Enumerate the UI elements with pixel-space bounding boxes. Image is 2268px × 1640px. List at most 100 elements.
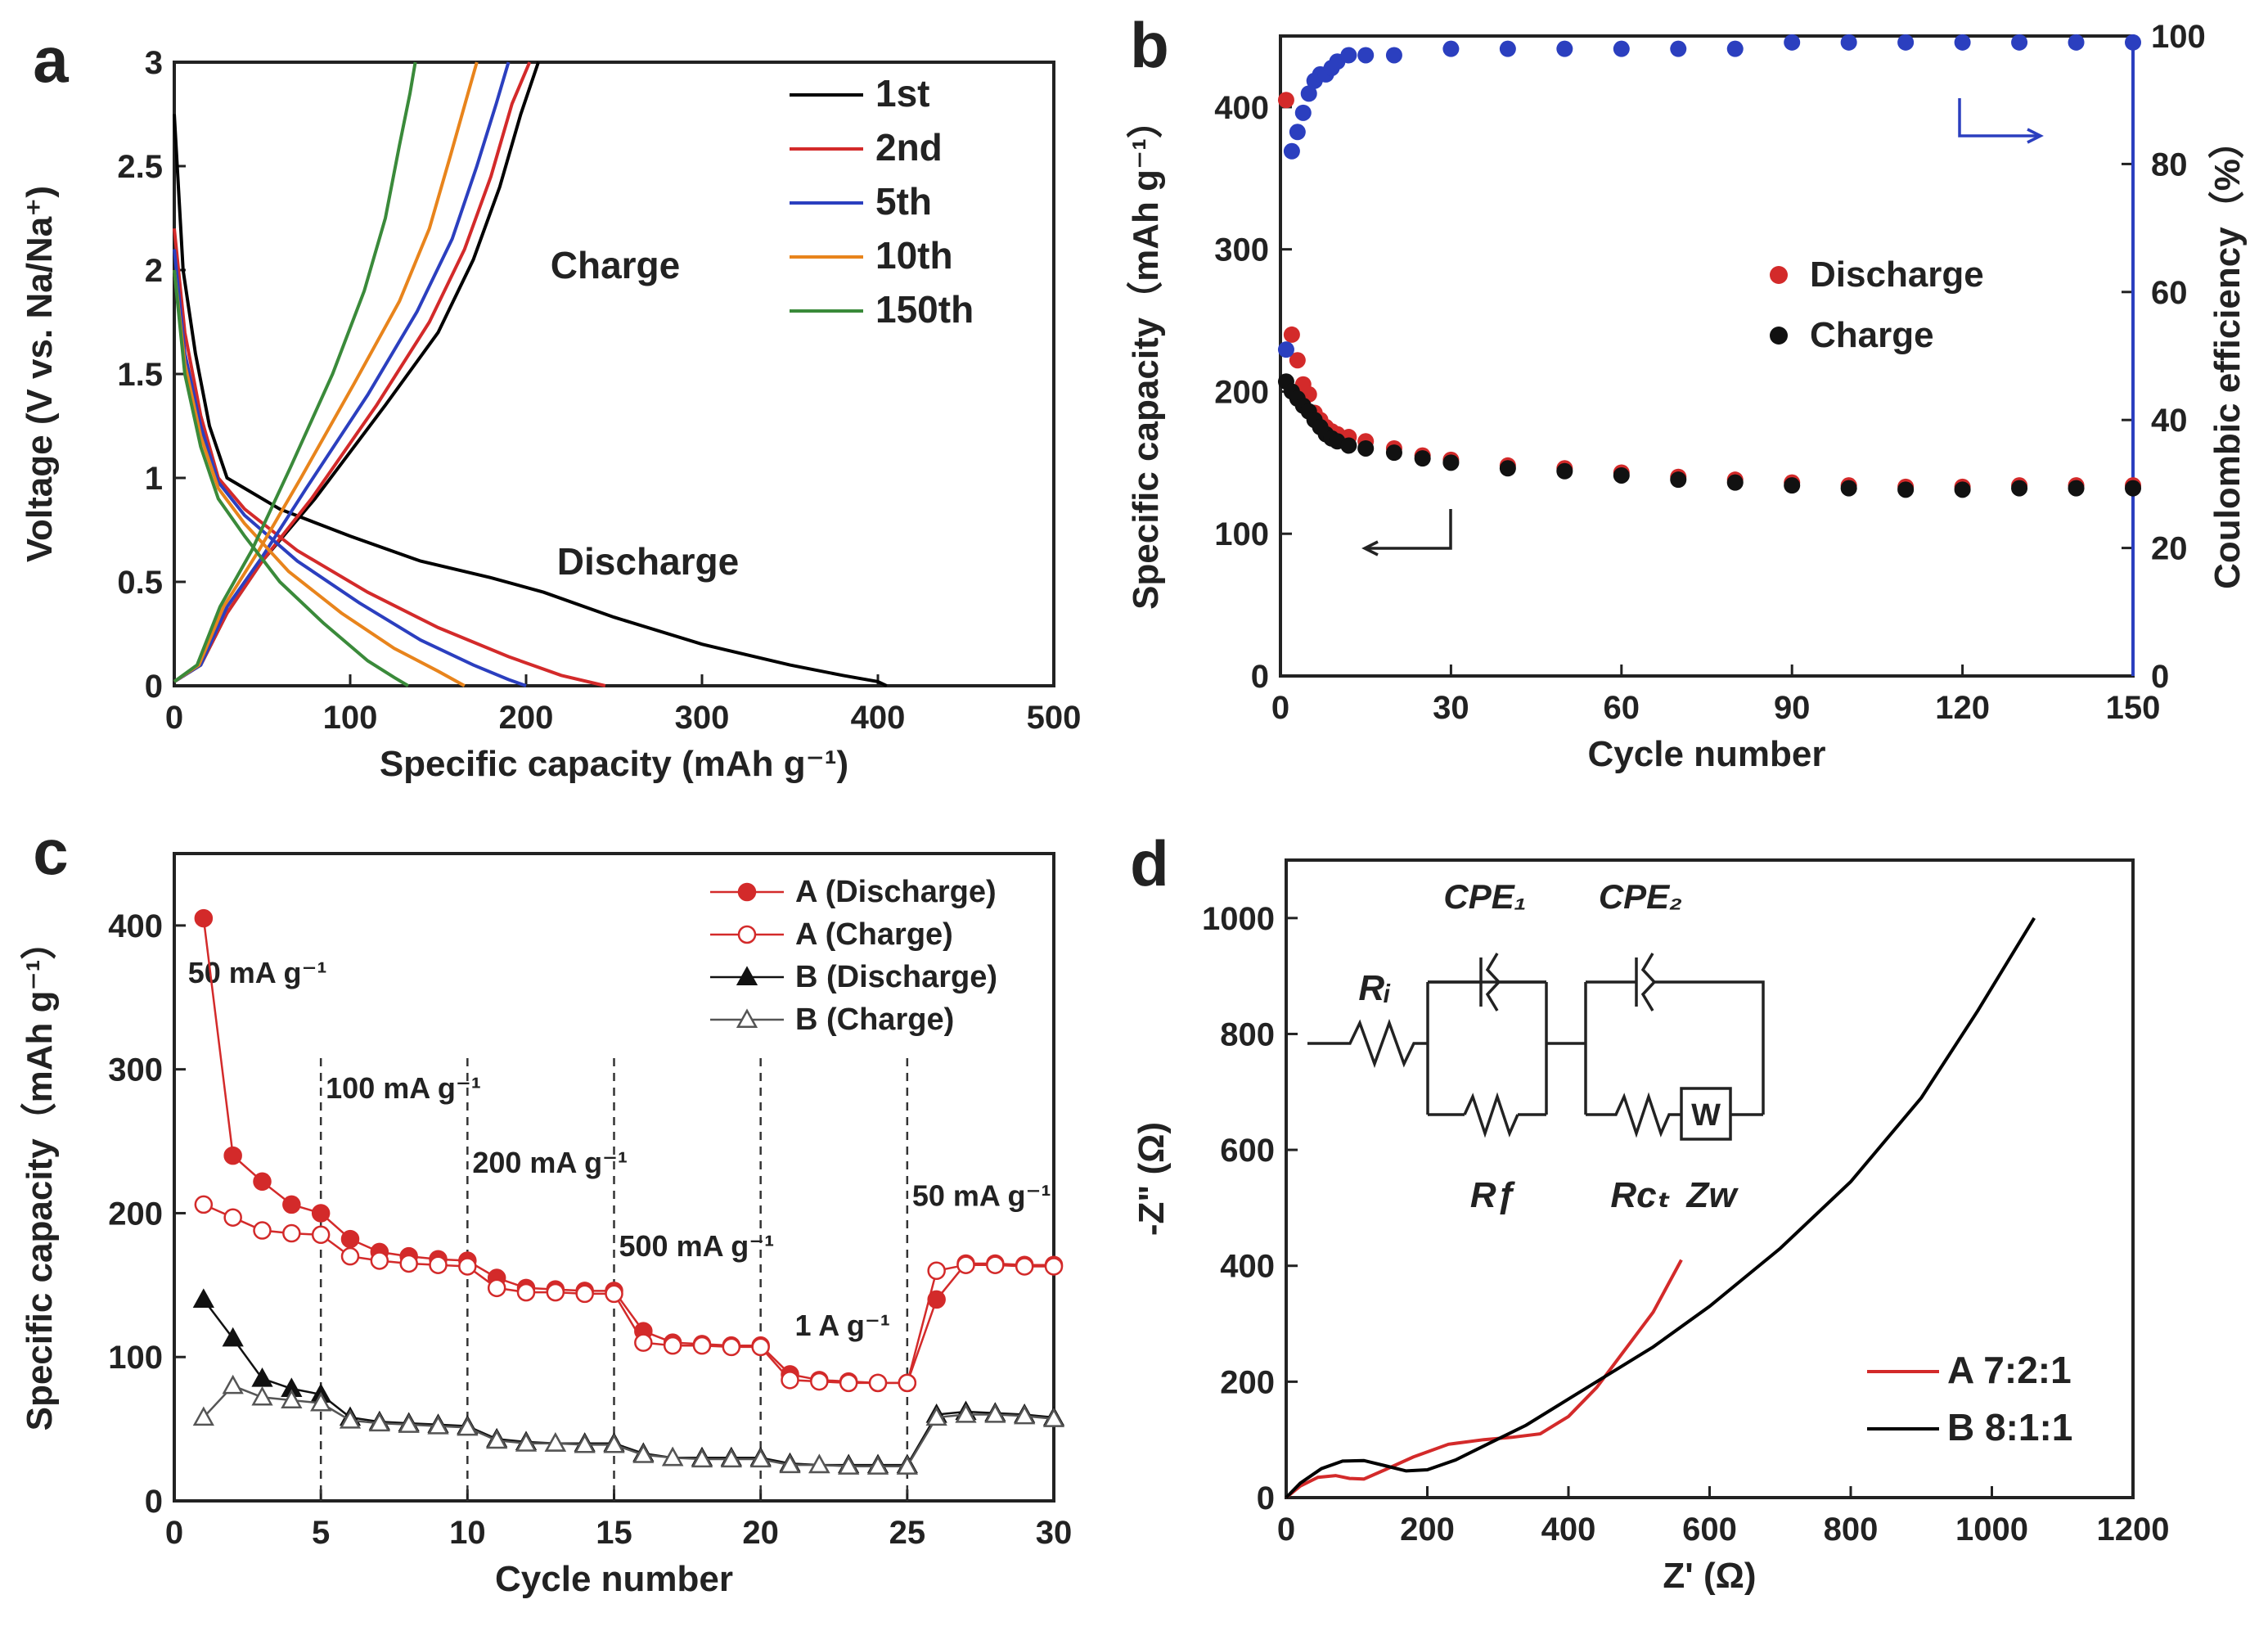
- series-Coulombic-efficiency-point: [2125, 34, 2141, 51]
- series-Discharge-point: [1289, 352, 1306, 369]
- series-point: [487, 1278, 506, 1298]
- label-cpe1: CPE₁: [1443, 877, 1526, 916]
- series-Charge-point: [1784, 477, 1801, 494]
- legend-label: B (Discharge): [795, 960, 997, 994]
- legend-label: 10th: [875, 234, 953, 277]
- x-tick-label: 30: [1036, 1515, 1073, 1551]
- x-tick-label: 30: [1433, 690, 1469, 726]
- series-Charge-point: [1414, 450, 1431, 467]
- y-tick-label: 1000: [1202, 901, 1275, 937]
- series-point: [282, 1195, 301, 1214]
- series-Coulombic-efficiency-point: [1670, 40, 1687, 57]
- panel-letter: c: [33, 816, 68, 888]
- y-tick-label: 0: [1257, 1480, 1275, 1516]
- x-axis-label: Cycle number: [495, 1559, 733, 1599]
- series-Charge-point: [1954, 481, 1971, 498]
- label-rct: Rᴄₜ: [1610, 1175, 1670, 1215]
- series-point: [575, 1284, 594, 1304]
- rate-label: 200 mA g⁻¹: [472, 1146, 628, 1179]
- legend-label: A (Charge): [795, 917, 953, 952]
- series-Coulombic-efficiency-point: [1499, 40, 1516, 57]
- legend-label: 2nd: [875, 126, 943, 169]
- panel-a: a 0 100 200 300 400 500 0 0.5 1 1.5 2 2.5 3 Specific c…: [20, 24, 1081, 784]
- label-zw: Zᴡ: [1685, 1175, 1739, 1215]
- series-point: [1015, 1257, 1034, 1276]
- x-tick-label: 0: [1271, 690, 1289, 726]
- legend-label: B 8:1:1: [1947, 1406, 2072, 1449]
- label-cpe2: CPE₂: [1599, 877, 1682, 916]
- left-axis-arrowhead: [1361, 540, 1379, 556]
- series-point: [1014, 1404, 1036, 1425]
- series-Charge-point: [1670, 471, 1687, 489]
- resistor-rf: [1463, 1092, 1519, 1138]
- x-axis-label: Specific capacity (mAh g⁻¹): [380, 744, 848, 784]
- x-tick-label: 0: [165, 1515, 183, 1551]
- y-tick-label: 0.5: [117, 565, 163, 601]
- series-Coulombic-efficiency-point: [1289, 124, 1306, 141]
- y2-tick-label: 60: [2151, 275, 2188, 311]
- series-Coulombic-efficiency-point: [1442, 40, 1460, 57]
- legend-label: Charge: [1810, 315, 1934, 355]
- series-line: [202, 1299, 1055, 1467]
- x-tick-label: 1200: [2097, 1512, 2170, 1548]
- series-point: [662, 1446, 684, 1467]
- series-2nd-charge-line: [173, 61, 532, 683]
- series-point: [427, 1415, 449, 1435]
- x-tick-label: 120: [1935, 690, 1990, 726]
- legend-label: 5th: [875, 180, 932, 223]
- series-10th-discharge-line: [173, 269, 466, 687]
- legend-marker: [737, 882, 757, 902]
- rate-label: 1 A g⁻¹: [795, 1309, 890, 1342]
- series-point: [340, 1229, 360, 1249]
- series-point: [192, 1406, 214, 1426]
- panel-letter: d: [1130, 827, 1169, 899]
- rate-label: 50 mA g⁻¹: [912, 1179, 1051, 1213]
- series-point: [574, 1433, 596, 1453]
- x-tick-label: 20: [742, 1515, 779, 1551]
- y-tick-label: 0: [145, 669, 163, 705]
- series-point: [779, 1453, 801, 1474]
- series-point: [311, 1204, 331, 1223]
- rate-label: 500 mA g⁻¹: [619, 1229, 775, 1263]
- legend-label: 1st: [875, 72, 929, 115]
- y-tick-label: 100: [1214, 516, 1269, 552]
- series-1st-discharge-line: [173, 114, 888, 687]
- series-Coulombic-efficiency-point: [1283, 142, 1300, 160]
- series-Charge-point: [2011, 480, 2028, 497]
- resistor-rct: [1586, 1092, 1681, 1138]
- series-Charge-point: [1613, 466, 1630, 484]
- series-Coulombic-efficiency-point: [1784, 34, 1801, 51]
- series-150th-discharge-line: [173, 269, 409, 687]
- resistor-ri: [1307, 1018, 1428, 1069]
- x-tick-label: 100: [323, 700, 378, 736]
- series-point: [1042, 1408, 1065, 1427]
- series-point: [898, 1373, 917, 1393]
- branch1-left: [1426, 980, 1546, 1116]
- series-Coulombic-efficiency-point: [1294, 104, 1312, 121]
- y-tick-label: 0: [145, 1484, 163, 1520]
- x-tick-label: 400: [1541, 1512, 1596, 1548]
- series-point: [838, 1455, 860, 1475]
- legend-label: 150th: [875, 288, 974, 331]
- x-tick-label: 15: [596, 1515, 632, 1551]
- series-point: [310, 1391, 332, 1412]
- branch1-right: [1518, 982, 1548, 1116]
- series-Charge-point: [2125, 480, 2141, 497]
- series-point: [399, 1254, 418, 1273]
- series-point: [781, 1371, 799, 1390]
- y-tick-label: 300: [1214, 232, 1269, 268]
- legend-marker: [1770, 266, 1788, 284]
- legend-label: A (Discharge): [795, 875, 997, 909]
- x-tick-label: 200: [499, 700, 554, 736]
- y-axis-label: Voltage (V vs. Na/Na⁺): [20, 186, 60, 562]
- x-tick-label: 90: [1774, 690, 1811, 726]
- y-tick-label: 400: [108, 908, 163, 944]
- left-axis-arrow: [1366, 509, 1452, 550]
- series-point: [605, 1284, 623, 1304]
- series-point: [984, 1403, 1006, 1423]
- y-axis-label: Specific capacity（mAh g⁻¹）: [1126, 102, 1166, 610]
- series-point: [340, 1246, 360, 1266]
- series-point: [281, 1389, 303, 1409]
- legend-marker: [1770, 327, 1788, 345]
